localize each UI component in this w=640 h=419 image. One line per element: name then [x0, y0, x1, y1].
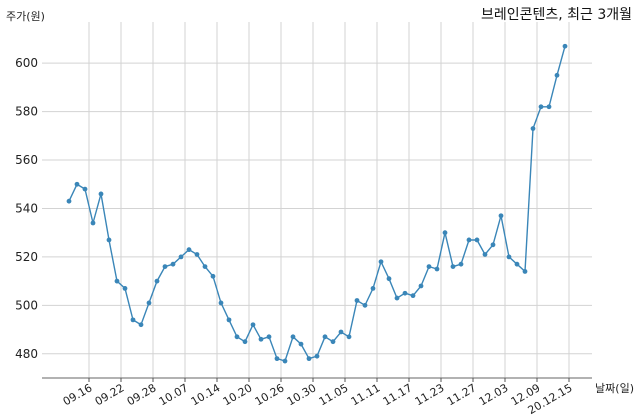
grid-lines: [42, 22, 592, 378]
data-point: [274, 356, 280, 362]
data-point: [474, 237, 480, 243]
data-point: [562, 43, 568, 49]
data-point: [362, 302, 368, 308]
x-axis-label: 날짜(일): [595, 382, 634, 395]
data-point: [370, 285, 376, 291]
y-axis-label: 주가(원): [6, 10, 45, 23]
data-point: [130, 317, 136, 323]
data-point: [202, 264, 208, 269]
data-point: [322, 334, 328, 340]
data-point: [226, 317, 232, 323]
data-point: [314, 353, 320, 359]
data-point: [138, 322, 144, 328]
x-tick-label: 12.03: [477, 381, 511, 408]
data-point: [162, 264, 168, 269]
data-point: [178, 254, 184, 260]
x-tick-label: 11.11: [349, 381, 383, 408]
x-tick-label: 10.30: [285, 381, 319, 408]
data-point: [234, 334, 240, 340]
data-point: [258, 336, 264, 342]
y-tick-label: 500: [15, 298, 38, 312]
data-point: [490, 242, 496, 248]
data-point: [106, 237, 112, 243]
data-point: [410, 293, 416, 299]
y-tick-label: 560: [15, 153, 38, 167]
x-tick-label: 11.23: [413, 381, 447, 408]
data-point: [450, 264, 456, 269]
data-point: [242, 339, 248, 345]
data-point: [218, 300, 224, 306]
data-point: [66, 198, 72, 204]
y-tick-label: 580: [15, 105, 38, 119]
data-point: [186, 247, 192, 253]
data-point: [546, 104, 552, 110]
data-point: [146, 300, 152, 306]
data-point: [306, 356, 312, 362]
y-tick-label: 540: [15, 201, 38, 215]
x-tick-label: 09.22: [93, 381, 127, 408]
x-tick-label: 10.20: [221, 381, 255, 408]
data-point: [554, 72, 560, 78]
x-tick-label: 09.16: [61, 381, 95, 408]
x-tick-label: 11.27: [445, 381, 479, 408]
data-point: [194, 252, 200, 257]
data-point: [466, 237, 472, 243]
data-point: [154, 278, 160, 284]
data-point: [426, 264, 432, 269]
data-point: [82, 186, 88, 192]
y-tick-label: 480: [15, 347, 38, 361]
data-point: [74, 181, 80, 187]
chart-title: 브레인콘텐츠, 최근 3개월: [480, 7, 632, 23]
y-tick-label: 520: [15, 250, 38, 264]
x-tick-label: 10.07: [157, 381, 191, 408]
data-point: [354, 298, 360, 303]
data-point: [506, 254, 512, 260]
data-point: [498, 213, 504, 219]
data-point: [442, 230, 448, 236]
data-point: [522, 269, 528, 274]
data-point: [346, 334, 352, 340]
data-point: [538, 104, 544, 110]
data-point: [170, 261, 176, 267]
data-point: [330, 339, 336, 345]
data-point: [530, 126, 536, 131]
data-point: [114, 278, 120, 284]
data-point: [482, 252, 488, 257]
data-point: [338, 329, 344, 335]
price-line: [68, 46, 566, 362]
price-series: [66, 43, 568, 364]
data-point: [514, 261, 520, 267]
data-point: [122, 285, 128, 291]
data-point: [434, 266, 440, 272]
x-tick-label: 10.14: [189, 381, 223, 408]
y-axis-ticks: 480 500 520 540 560 580 600: [15, 56, 38, 361]
data-point: [378, 259, 384, 265]
data-point: [418, 283, 424, 289]
x-tick-label: 09.28: [125, 381, 159, 408]
data-point: [402, 290, 408, 296]
data-point: [282, 358, 288, 364]
x-axis-ticks: 09.1609.2209.2810.0710.1410.2010.2610.30…: [61, 378, 575, 417]
data-point: [98, 191, 104, 197]
x-tick-label: 11.17: [381, 381, 415, 408]
data-point: [266, 334, 272, 340]
data-point: [210, 273, 216, 279]
data-point: [458, 261, 464, 267]
x-tick-label: 10.26: [253, 381, 287, 408]
data-point: [290, 334, 296, 340]
data-point: [298, 341, 304, 347]
data-point: [250, 322, 256, 328]
y-tick-label: 600: [15, 56, 38, 70]
data-point: [394, 295, 400, 301]
x-tick-label: 11.05: [317, 381, 351, 408]
data-point: [386, 276, 392, 282]
data-point: [90, 220, 96, 226]
